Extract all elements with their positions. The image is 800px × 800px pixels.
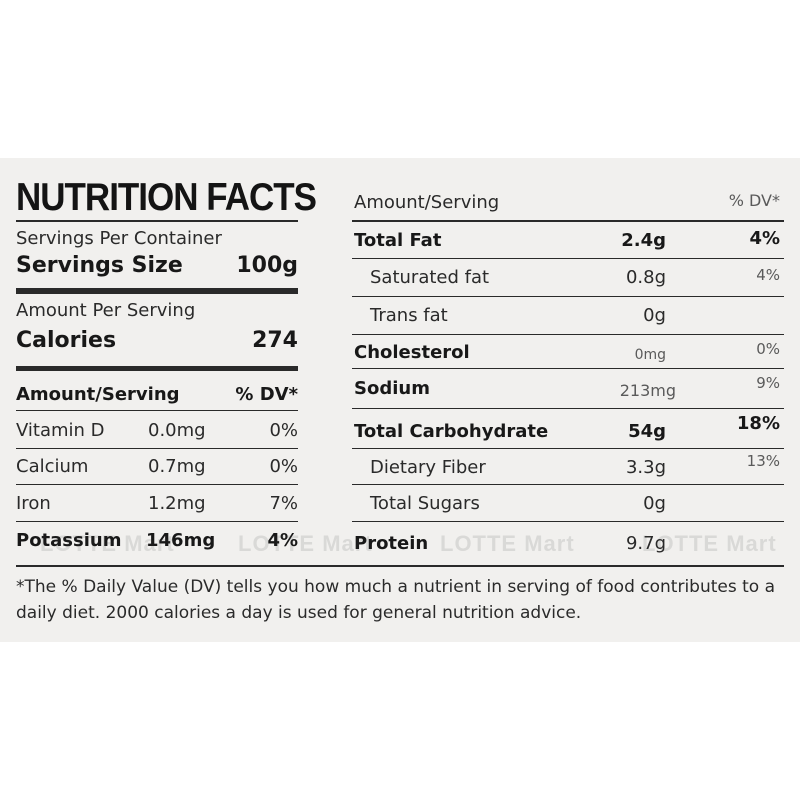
nutrient-amount: 0.8g <box>625 267 666 288</box>
nutrient-name: Dietary Fiber <box>370 457 486 478</box>
right-header-amount: Amount/Serving <box>354 192 500 213</box>
serving-size-label: Servings Size <box>16 253 183 278</box>
footnote: *The % Daily Value (DV) tells you how mu… <box>16 577 776 623</box>
row-divider <box>352 258 784 259</box>
left-header-rule <box>16 410 298 411</box>
nutrient-name: Cholesterol <box>354 342 470 363</box>
row-divider <box>352 368 784 369</box>
nutrient-dv: 0% <box>756 340 780 358</box>
nutrient-dv: 18% <box>736 413 780 434</box>
nutrient-name: Vitamin D <box>16 420 105 441</box>
nutrient-name: Total Sugars <box>370 493 480 514</box>
nutrient-dv: 4% <box>749 228 780 249</box>
servings-per-container: Servings Per Container <box>16 228 222 249</box>
nutrient-dv: 9% <box>756 374 780 392</box>
serving-rule <box>16 288 298 294</box>
nutrient-amount: 1.2mg <box>148 493 206 514</box>
calories-rule <box>16 366 298 371</box>
nutrition-label <box>0 158 800 642</box>
watermark-text: LOTTE Mart <box>40 531 175 556</box>
nutrient-name: Calcium <box>16 456 89 477</box>
watermark-text: LOTTE Mart <box>642 531 777 556</box>
row-divider <box>352 334 784 335</box>
footnote-rule <box>16 565 784 567</box>
left-header-dv: % DV* <box>235 384 298 405</box>
nutrient-amount: 0g <box>643 305 666 326</box>
nutrient-amount: 0.0mg <box>148 420 206 441</box>
nutrient-amount: 3.3g <box>625 457 666 478</box>
nutrient-name: Total Carbohydrate <box>354 421 549 442</box>
nutrient-name: Sodium <box>354 378 430 399</box>
right-header-rule <box>352 220 784 222</box>
nutrient-dv: 0% <box>269 456 298 477</box>
nutrient-name: Potassium <box>16 530 122 551</box>
watermark-text: LOTTE Mart <box>238 531 373 556</box>
row-divider <box>352 408 784 409</box>
nutrient-name: Total Fat <box>354 230 442 251</box>
nutrient-dv: 0% <box>269 420 298 441</box>
nutrient-dv: 4% <box>756 266 780 284</box>
nutrient-name: Iron <box>16 493 51 514</box>
nutrient-name: Saturated fat <box>370 267 490 288</box>
nutrient-amount: 0mg <box>634 347 666 363</box>
row-divider <box>352 521 784 522</box>
nutrient-amount: 54g <box>628 421 666 442</box>
right-header-dv: % DV* <box>728 191 780 210</box>
nutrient-amount: 9.7g <box>625 533 666 554</box>
row-divider <box>352 448 784 449</box>
watermark-text: LOTTE Mart <box>440 531 575 556</box>
row-divider <box>16 484 298 485</box>
serving-size-value: 100g <box>236 253 298 278</box>
nutrient-dv: 13% <box>746 452 780 470</box>
nutrient-dv: 4% <box>267 530 298 551</box>
nutrient-amount: 0g <box>643 493 666 514</box>
nutrient-dv: 7% <box>269 493 298 514</box>
nutrient-amount: 213mg <box>619 381 676 400</box>
nutrient-name: Protein <box>354 533 429 554</box>
nutrient-name: Trans fat <box>370 305 448 326</box>
nutrition-facts-title: NUTRITION FACTS <box>16 176 317 219</box>
nutrient-amount: 146mg <box>146 530 216 551</box>
calories-value: 274 <box>252 328 298 353</box>
row-divider <box>16 521 298 522</box>
calories-label: Calories <box>16 328 117 353</box>
title-rule <box>16 220 298 222</box>
nutrient-amount: 2.4g <box>621 230 666 251</box>
row-divider <box>352 296 784 297</box>
nutrient-amount: 0.7mg <box>148 456 206 477</box>
row-divider <box>352 484 784 485</box>
row-divider <box>16 448 298 449</box>
amount-per-serving: Amount Per Serving <box>16 300 196 321</box>
left-header-amount: Amount/Serving <box>16 384 180 405</box>
